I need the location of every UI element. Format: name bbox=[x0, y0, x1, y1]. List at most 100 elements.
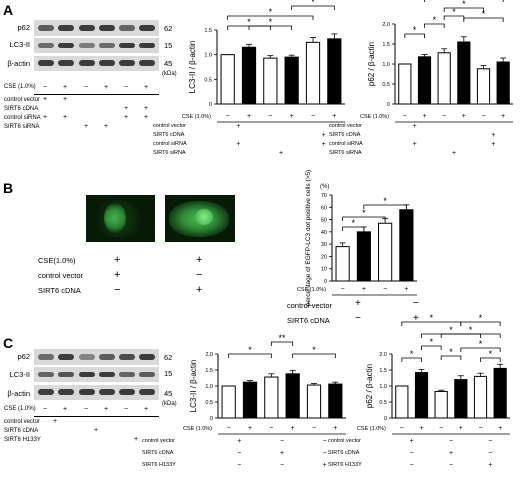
blot-a-divider bbox=[34, 94, 159, 95]
blot-condition-mark: + bbox=[43, 114, 48, 121]
cse-mark: − bbox=[478, 425, 482, 432]
significance-bracket bbox=[404, 33, 425, 38]
cse-mark: + bbox=[501, 113, 505, 120]
blot-condition-mark: + bbox=[94, 427, 99, 434]
condition-mark: + bbox=[410, 438, 414, 445]
blot-condition-mark: + bbox=[144, 105, 149, 112]
y-tick-label: 1.0 bbox=[379, 384, 387, 390]
condition-label: SIRT6 cDNA bbox=[328, 450, 360, 456]
img-vector-mark: − bbox=[196, 269, 203, 281]
blot-condition-mark: + bbox=[134, 436, 139, 443]
img-sirt6-mark: + bbox=[196, 284, 203, 296]
condition-mark: − bbox=[237, 450, 241, 457]
blot-condition-label: control vector bbox=[4, 419, 41, 425]
panel-letter-c: C bbox=[3, 335, 14, 351]
condition-label: control vector bbox=[153, 123, 186, 129]
y-axis-label: p62 / β-actin bbox=[367, 42, 376, 86]
cse-mark: + bbox=[248, 425, 252, 432]
condition-mark: − bbox=[280, 462, 284, 469]
condition-mark: − bbox=[323, 450, 327, 457]
cse-mark: + bbox=[332, 113, 336, 120]
blot-a-marker-62: 62 bbox=[164, 24, 173, 33]
chart-b-egfp-lc3: 0 10 20 30 40 50 60 70 percentage of EGFP-LC3 do… bbox=[297, 170, 417, 306]
y-tick-label: 0.5 bbox=[382, 82, 390, 88]
cse-mark: + bbox=[422, 113, 426, 120]
panel-letter-a: A bbox=[3, 2, 14, 18]
cse-mark: − bbox=[403, 113, 407, 120]
blot-a-marker-15: 15 bbox=[164, 41, 173, 50]
y-tick-label: 40 bbox=[321, 230, 327, 236]
bar bbox=[454, 379, 468, 419]
bar bbox=[220, 54, 235, 105]
condition-mark: + bbox=[236, 123, 240, 130]
bar bbox=[285, 373, 300, 419]
significance-bracket bbox=[342, 226, 365, 231]
cse-mark: + bbox=[333, 425, 337, 432]
bar bbox=[395, 385, 409, 419]
significance-mark: * bbox=[449, 347, 453, 357]
cse-mark: − bbox=[268, 113, 272, 120]
significance-mark: * bbox=[362, 208, 366, 218]
cse-mark: − bbox=[341, 286, 345, 293]
chart-c-p62: 0 0.5 1.0 1.5 2.0 p62 / β-actin * * * * * * * * * CSE (… bbox=[328, 313, 510, 469]
cse-mark: − bbox=[269, 425, 273, 432]
blot-c-marker-15: 15 bbox=[164, 369, 173, 378]
y-tick-label: 1.0 bbox=[204, 53, 212, 59]
img-vector-mark: + bbox=[114, 269, 121, 281]
y-axis-label: p62 / β-actin bbox=[365, 364, 374, 408]
blot-cse-mark: + bbox=[63, 406, 68, 413]
blot-c-strip-actin bbox=[34, 385, 159, 400]
significance-mark: * bbox=[430, 313, 434, 323]
bar bbox=[305, 41, 321, 105]
blot-cse-mark: + bbox=[63, 84, 68, 91]
condition-label: SIRT6 siRNA bbox=[153, 150, 186, 156]
blot-condition-mark: + bbox=[124, 105, 129, 112]
y-axis-label: percentage of EGFP-LC3 dot positive cell… bbox=[305, 170, 312, 306]
cse-mark: + bbox=[498, 425, 502, 432]
bar bbox=[496, 61, 510, 105]
y-tick-label: 0 bbox=[384, 416, 387, 422]
cse-mark: + bbox=[291, 425, 295, 432]
img-sirt6-mark: − bbox=[114, 284, 121, 296]
blot-condition-label: SIRT6 cDNA bbox=[4, 428, 39, 434]
significance-bracket bbox=[440, 333, 501, 338]
blot-c-row-lc3: LC3-II bbox=[9, 370, 30, 379]
significance-mark: * bbox=[311, 0, 315, 7]
blot-c-divider bbox=[34, 416, 159, 417]
condition-label: control siRNA bbox=[153, 141, 187, 147]
significance-mark: * bbox=[351, 218, 355, 228]
y-tick-label: 10 bbox=[321, 267, 327, 273]
cse-label: CSE (1.0%) bbox=[360, 114, 389, 120]
significance-bracket bbox=[363, 204, 407, 209]
bar bbox=[264, 376, 279, 419]
condition-mark: + bbox=[488, 462, 492, 469]
blot-condition-label: SIRT6 cDNA bbox=[4, 106, 39, 112]
blot-c-row-p62: p62 bbox=[17, 352, 30, 361]
blot-condition-label: control siRNA bbox=[4, 115, 41, 121]
condition-label: SIRT6 cDNA bbox=[329, 132, 361, 138]
chart-b-vector-mark: − bbox=[413, 298, 419, 309]
cse-mark: − bbox=[481, 113, 485, 120]
blot-a-marker-45: 45 bbox=[164, 59, 173, 68]
blot-c-marker-62: 62 bbox=[164, 353, 173, 362]
y-tick-label: 2.0 bbox=[382, 22, 390, 28]
blot-condition-mark: + bbox=[53, 418, 58, 425]
condition-mark: + bbox=[452, 150, 456, 157]
fluorescence-image-vector bbox=[86, 195, 155, 242]
condition-mark: + bbox=[322, 141, 326, 148]
condition-label: SIRT6 cDNA bbox=[153, 132, 185, 138]
condition-mark: − bbox=[449, 438, 453, 445]
y-tick-label: 0.5 bbox=[379, 400, 387, 406]
y-tick-label: 0.5 bbox=[205, 400, 213, 406]
cse-mark: + bbox=[362, 286, 366, 293]
cse-label: CSE (1.0%) bbox=[183, 426, 212, 432]
blot-a-strip-p62 bbox=[34, 20, 159, 36]
significance-mark: * bbox=[430, 337, 434, 347]
cse-mark: − bbox=[226, 113, 230, 120]
condition-mark: − bbox=[488, 438, 492, 445]
chart-b-sirt6-mark: + bbox=[413, 313, 419, 324]
bar bbox=[417, 56, 432, 105]
blot-cse-mark: − bbox=[124, 406, 129, 413]
condition-label: SIRT6 cDNA bbox=[142, 450, 174, 456]
blot-condition-mark: + bbox=[124, 114, 129, 121]
